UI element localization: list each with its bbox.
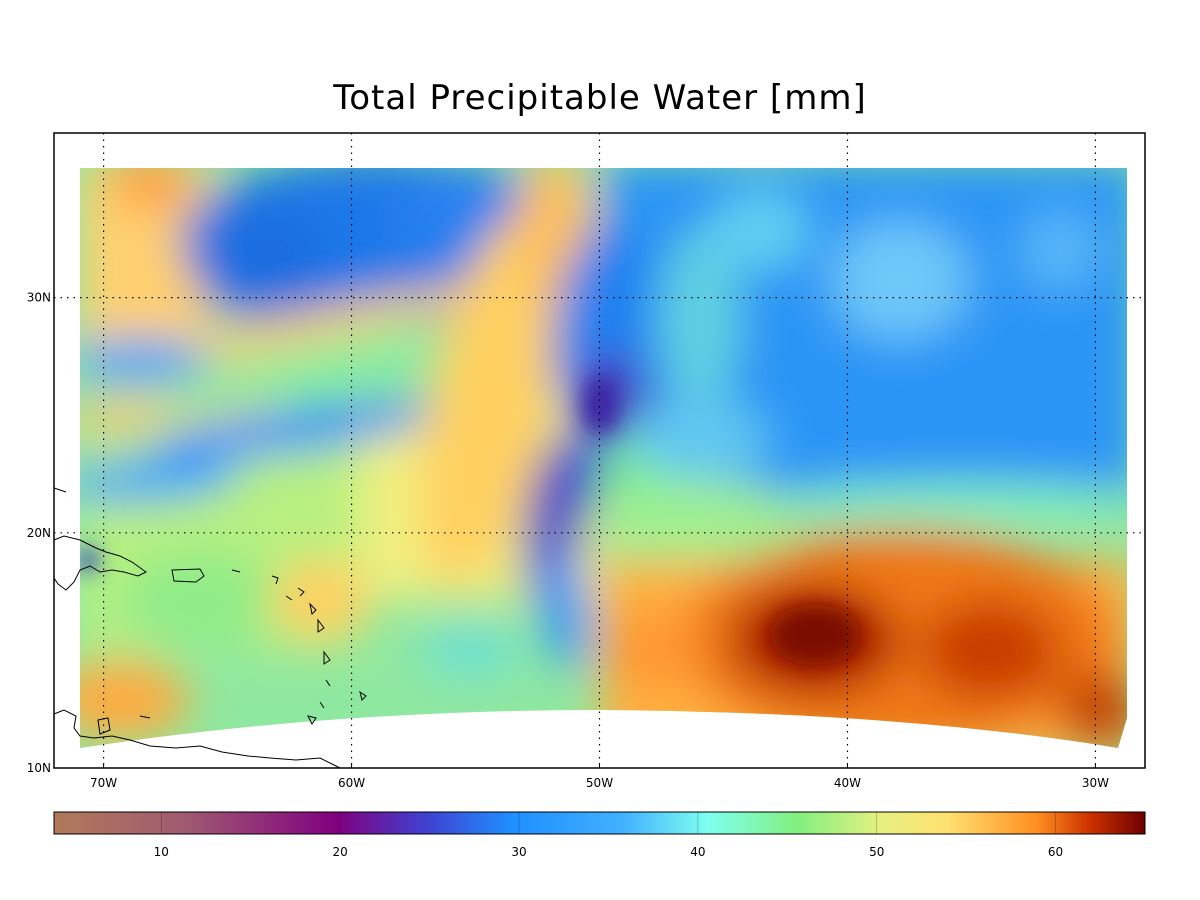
lat-tick-label: 20N <box>27 526 51 540</box>
lesser-antilles-5 <box>317 618 325 633</box>
south-america-coast <box>53 709 341 769</box>
mona-coast <box>285 595 293 601</box>
colorbar-tick-label: 50 <box>869 845 884 859</box>
tpw-field <box>80 168 1127 748</box>
colorbar-tick-label: 60 <box>1048 845 1063 859</box>
map-title: Total Precipitable Water [mm] <box>333 78 867 118</box>
puerto-rico-coast <box>171 568 205 583</box>
lat-tick-labels: 30N 20N 10N <box>27 291 51 775</box>
coastlines <box>53 487 367 769</box>
lesser-antilles-6 <box>323 650 331 665</box>
colorbar-tick-label: 20 <box>333 845 348 859</box>
curacao-coast <box>97 717 111 735</box>
trinidad-coast <box>307 715 317 725</box>
lat-tick-label: 10N <box>27 761 51 775</box>
lon-tick-label: 60W <box>338 776 365 790</box>
lesser-antilles-4 <box>309 602 317 616</box>
colorbar-tick-label: 30 <box>511 845 526 859</box>
lon-tick-label: 30W <box>1082 776 1109 790</box>
barbados-coast <box>359 690 367 701</box>
colorbar: 10 20 30 40 50 60 <box>53 811 1146 859</box>
lesser-antilles-7 <box>325 679 331 687</box>
lat-tick-label: 30N <box>27 291 51 305</box>
hispaniola-coast <box>53 535 147 591</box>
colorbar-tick-label: 10 <box>154 845 169 859</box>
bahamas-coast <box>53 487 67 493</box>
lon-tick-label: 40W <box>834 776 861 790</box>
lesser-antilles-1 <box>231 569 241 573</box>
lon-tick-labels: 70W 60W 50W 40W 30W <box>90 763 1109 790</box>
lesser-antilles-3 <box>297 587 305 597</box>
colorbar-tick-label: 40 <box>690 845 705 859</box>
aruba-coast <box>139 715 151 719</box>
lon-tick-label: 70W <box>90 776 117 790</box>
colorbar-ticks <box>161 812 1056 834</box>
colorbar-tick-labels: 10 20 30 40 50 60 <box>154 845 1064 859</box>
lon-tick-label: 50W <box>586 776 613 790</box>
colorbar-gradient <box>53 811 1146 835</box>
lesser-antilles-2 <box>271 575 279 585</box>
lesser-antilles-8 <box>319 701 325 709</box>
